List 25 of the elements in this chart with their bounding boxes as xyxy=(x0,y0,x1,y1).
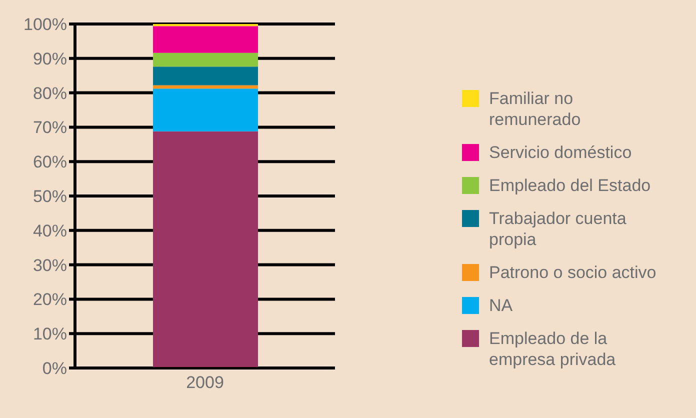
bar xyxy=(153,85,258,89)
y-tick-label: 10% xyxy=(32,324,67,344)
legend-label: NA xyxy=(489,295,513,316)
legend-label: Empleado del Estado xyxy=(489,175,651,196)
bar xyxy=(153,26,258,53)
legend-label: Empleado de la empresa privada xyxy=(489,328,617,370)
y-tick-label: 30% xyxy=(32,256,67,275)
y-tick-label: 90% xyxy=(32,49,67,68)
y-tick-label: 0% xyxy=(42,359,67,378)
y-tick-label: 20% xyxy=(32,290,67,310)
legend-label: Trabajador cuenta propia xyxy=(489,208,628,250)
x-tick-label: 2009 xyxy=(186,373,224,392)
legend-label: Servicio doméstico xyxy=(489,142,632,163)
y-tick-label: 40% xyxy=(32,221,67,240)
y-tick-label: 50% xyxy=(32,187,67,206)
y-tick-label: 60% xyxy=(32,152,67,172)
legend-label: Patrono o socio activo xyxy=(489,262,656,283)
bar xyxy=(153,52,258,67)
legend-label: Familiar no remunerado xyxy=(489,88,582,130)
y-tick-label: 70% xyxy=(32,118,67,138)
y-tick-label: 80% xyxy=(32,84,67,103)
bar xyxy=(153,66,258,86)
bar xyxy=(153,131,258,368)
bar xyxy=(153,88,258,132)
y-tick-label: 100% xyxy=(24,15,67,34)
